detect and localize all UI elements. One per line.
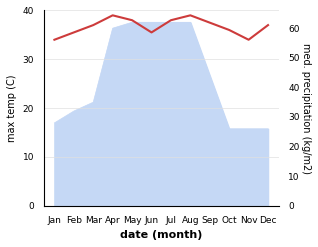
Y-axis label: med. precipitation (kg/m2): med. precipitation (kg/m2) [301,43,311,174]
Y-axis label: max temp (C): max temp (C) [7,74,17,142]
X-axis label: date (month): date (month) [120,230,203,240]
